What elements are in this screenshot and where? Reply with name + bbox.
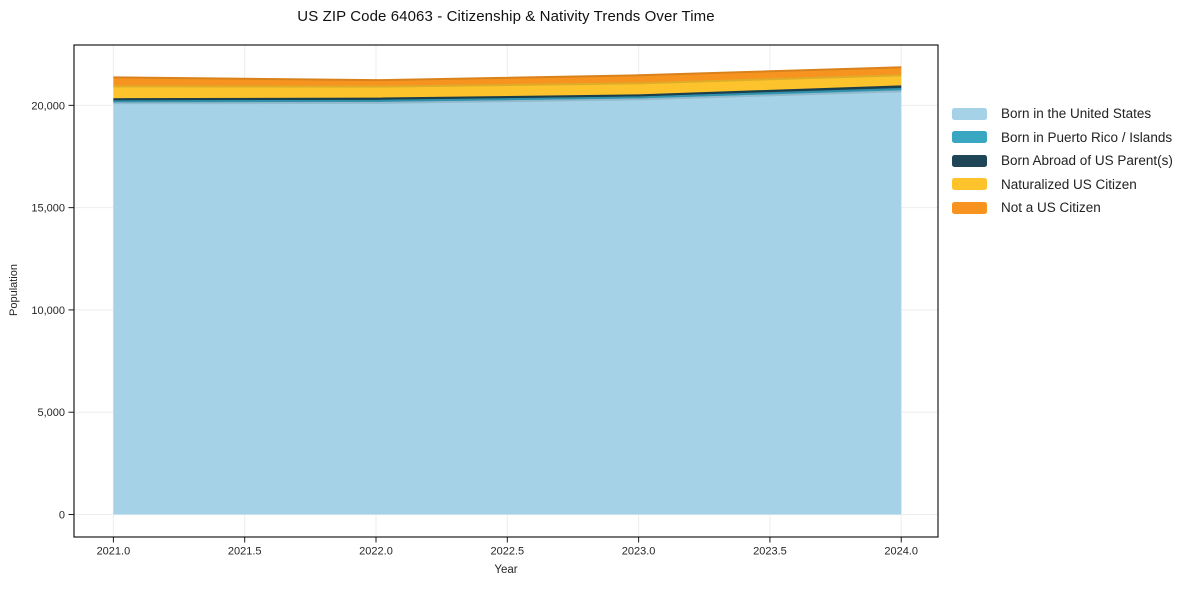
legend-item-1: Born in Puerto Rico / Islands <box>952 126 1173 150</box>
x-tick-label: 2021.5 <box>228 546 262 558</box>
x-tick-label: 2023.0 <box>622 546 656 558</box>
x-tick-label: 2022.5 <box>490 546 524 558</box>
area-edge-2 <box>113 85 902 101</box>
area-series-3 <box>113 75 902 100</box>
area-edge-4 <box>113 66 902 82</box>
y-tick-label: 20,000 <box>31 100 65 112</box>
y-tick-label: 0 <box>59 509 65 521</box>
y-tick-label: 15,000 <box>31 203 65 215</box>
legend-swatch-icon <box>952 107 987 120</box>
x-axis-title: Year <box>494 564 518 576</box>
x-tick-label: 2022.0 <box>359 546 393 558</box>
plot-border <box>73 44 939 538</box>
legend-item-0: Born in the United States <box>952 102 1173 126</box>
area-edge-0 <box>113 90 902 105</box>
legend-item-2: Born Abroad of US Parent(s) <box>952 149 1173 173</box>
legend-label: Not a US Citizen <box>1001 200 1101 216</box>
area-series-4 <box>113 67 902 87</box>
x-tick-label: 2023.5 <box>753 546 787 558</box>
legend-swatch-icon <box>952 201 987 214</box>
legend-item-4: Not a US Citizen <box>952 196 1173 220</box>
y-axis-title: Population <box>8 264 20 316</box>
area-series-0 <box>113 91 902 515</box>
x-tick-label: 2021.0 <box>97 546 131 558</box>
legend-label: Naturalized US Citizen <box>1001 176 1137 192</box>
legend-label: Born in Puerto Rico / Islands <box>1001 129 1173 145</box>
area-edge-1 <box>113 87 902 103</box>
legend: Born in the United States Born in Puerto … <box>952 102 1173 220</box>
y-tick-label: 5,000 <box>37 407 65 419</box>
y-tick-label: 10,000 <box>31 305 65 317</box>
area-edge-3 <box>113 74 902 88</box>
legend-swatch-icon <box>952 154 987 167</box>
legend-swatch-icon <box>952 131 987 144</box>
legend-item-3: Naturalized US Citizen <box>952 173 1173 197</box>
legend-swatch-icon <box>952 178 987 191</box>
x-tick-label: 2024.0 <box>884 546 918 558</box>
legend-label: Born in the United States <box>1001 106 1152 122</box>
chart-title: US ZIP Code 64063 - Citizenship & Nativi… <box>297 8 715 25</box>
legend-label: Born Abroad of US Parent(s) <box>1001 153 1173 169</box>
